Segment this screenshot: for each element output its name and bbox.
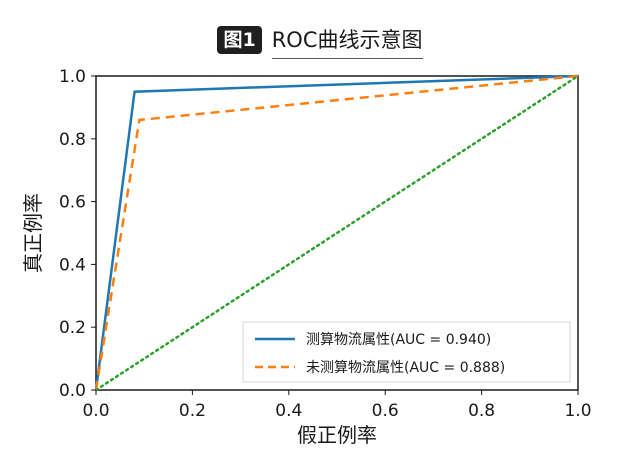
y-tick-label: 0.8 <box>59 130 86 150</box>
legend: 测算物流属性(AUC = 0.940) 未测算物流属性(AUC = 0.888) <box>242 321 571 383</box>
roc-line-measured <box>94 74 579 391</box>
legend-box <box>242 321 571 383</box>
y-tick-label: 0.0 <box>59 381 86 401</box>
chart-title: 图1 ROC曲线示意图 <box>0 26 640 59</box>
diagonal-reference-line <box>94 74 580 392</box>
figure-badge: 图1 <box>217 26 262 54</box>
legend-label-unmeasured: 未测算物流属性(AUC = 0.888) <box>306 360 505 376</box>
y-axis-ticks: 0.0 0.2 0.4 0.6 0.8 1.0 <box>59 67 96 401</box>
y-tick-label: 1.0 <box>59 67 86 87</box>
x-tick-label: 0.0 <box>82 401 109 421</box>
y-tick-label: 0.2 <box>59 318 86 338</box>
chart-title-text: ROC曲线示意图 <box>271 28 423 59</box>
roc-line-unmeasured <box>94 74 579 391</box>
x-tick-label: 0.8 <box>468 401 495 421</box>
x-tick-label: 0.4 <box>275 401 302 421</box>
x-tick-label: 1.0 <box>564 401 591 421</box>
x-axis-label: 假正例率 <box>297 423 377 447</box>
x-axis-ticks: 0.0 0.2 0.4 0.6 0.8 1.0 <box>82 390 592 421</box>
y-tick-label: 0.6 <box>59 193 86 213</box>
series-layer <box>94 74 580 392</box>
legend-label-measured: 测算物流属性(AUC = 0.940) <box>306 332 491 348</box>
y-tick-label: 0.4 <box>59 255 86 275</box>
plot-area <box>95 75 579 391</box>
x-tick-label: 0.2 <box>179 401 206 421</box>
y-axis-label: 真正例率 <box>21 193 45 273</box>
x-tick-label: 0.6 <box>372 401 399 421</box>
